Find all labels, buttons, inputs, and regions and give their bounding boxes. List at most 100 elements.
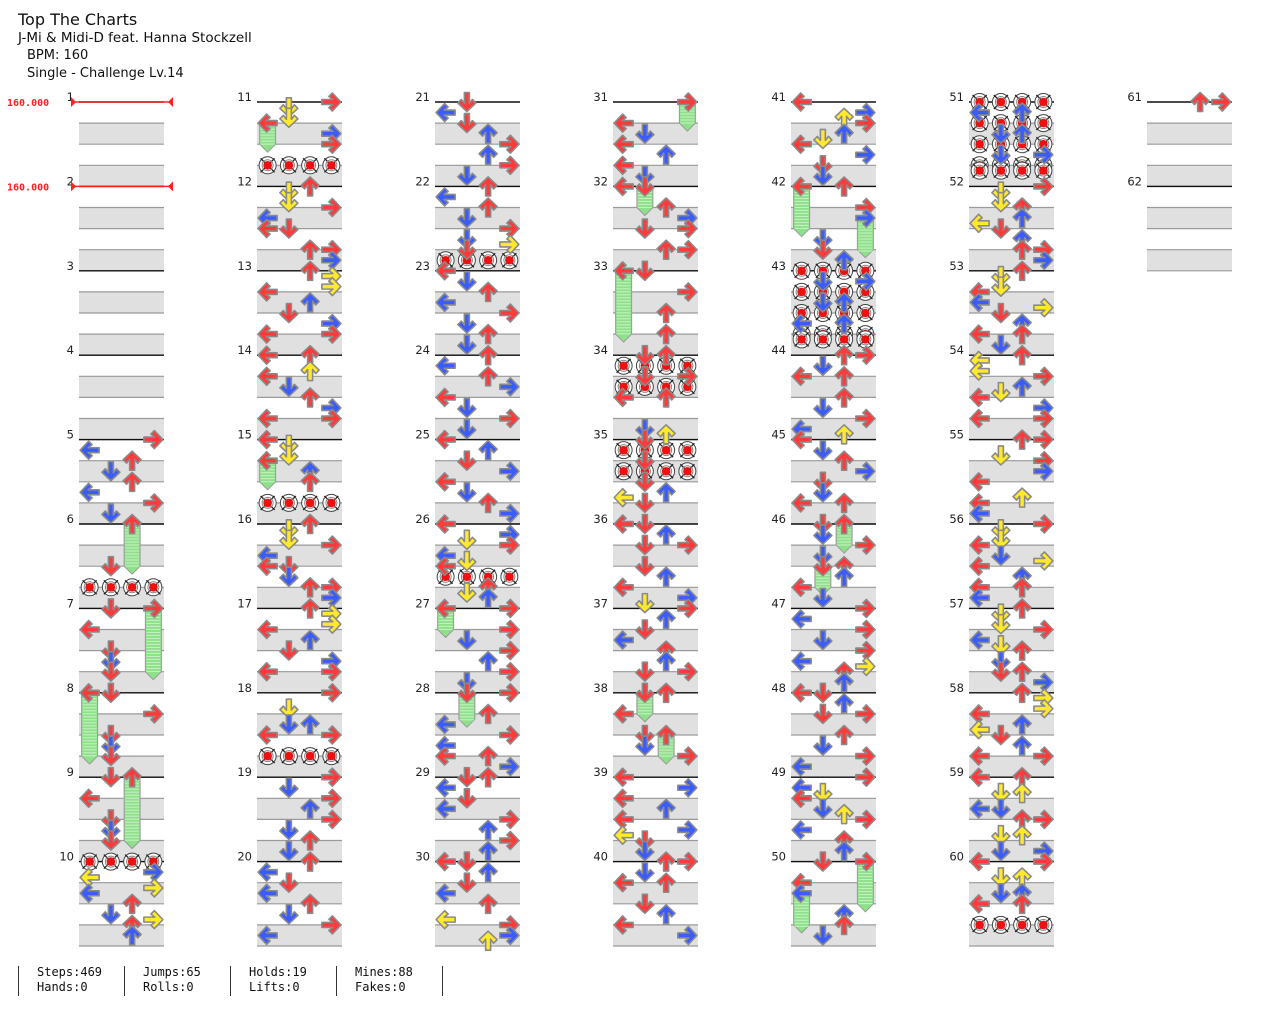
arrow-shape [257, 450, 278, 471]
arrow-shape [499, 155, 520, 176]
left-arrow-icon [257, 366, 278, 387]
arrow-shape [791, 609, 812, 629]
left-arrow-icon [613, 134, 634, 154]
right-arrow-icon [677, 92, 698, 112]
down-arrow-icon [279, 555, 299, 577]
down-arrow-icon [279, 777, 299, 799]
down-arrow-icon [457, 529, 477, 551]
arrow-shape [635, 513, 655, 535]
down-arrow-icon [813, 925, 833, 946]
arrow-shape [457, 334, 477, 355]
beat-band [1147, 165, 1232, 187]
beat-band [969, 798, 1054, 820]
down-arrow-icon [101, 830, 121, 851]
left-arrow-icon [969, 324, 990, 344]
arrow-shape [435, 777, 456, 798]
arrow-shape [1033, 851, 1054, 872]
down-arrow-icon [101, 819, 121, 841]
arrow-shape [677, 282, 698, 302]
arrow-shape [1012, 239, 1032, 260]
arrow-shape [991, 191, 1011, 213]
up-arrow-icon [1012, 714, 1032, 735]
left-arrow-icon [791, 429, 812, 450]
down-arrow-icon [813, 228, 833, 250]
mine-icon [614, 462, 633, 481]
right-arrow-icon [855, 704, 876, 724]
arrow-shape [834, 513, 854, 535]
left-arrow-icon [257, 282, 278, 302]
arrow-shape [499, 809, 520, 830]
arrow-shape [969, 292, 990, 313]
right-arrow-icon [855, 640, 876, 661]
arrow-shape [791, 788, 812, 809]
mine-core [327, 751, 336, 761]
mine-core [861, 335, 870, 344]
arrow-shape [279, 218, 299, 239]
arrow-shape [300, 830, 320, 851]
up-arrow-icon [656, 566, 676, 588]
measure-number: 38 [593, 681, 608, 695]
arrow-shape [991, 302, 1011, 324]
arrow-shape [321, 682, 342, 703]
arrow-shape [279, 191, 299, 213]
right-arrow-icon [677, 535, 698, 555]
right-arrow-icon [143, 862, 164, 882]
down-arrow-icon [991, 302, 1011, 324]
down-arrow-icon [101, 745, 121, 767]
arrow-shape [855, 809, 876, 830]
up-arrow-icon [478, 819, 498, 841]
arrow-shape [257, 408, 278, 429]
left-arrow-icon [969, 588, 990, 608]
arrow-shape [969, 630, 990, 650]
beat-band [257, 545, 342, 567]
beat-band [969, 207, 1054, 229]
arrow-shape [321, 197, 342, 218]
right-arrow-icon [499, 725, 520, 745]
down-arrow-icon [635, 123, 655, 144]
down-arrow-icon [457, 91, 477, 113]
arrow-shape [457, 397, 477, 419]
bpm-change-marker: 160.000 [7, 97, 173, 109]
right-arrow-icon [677, 746, 698, 766]
down-arrow-icon [813, 128, 833, 150]
measure-number: 27 [415, 596, 430, 610]
mine-inner-ring [325, 159, 338, 172]
mine-icon [279, 156, 298, 175]
mine-inner-ring [617, 444, 630, 457]
mine-icon [279, 493, 298, 512]
right-arrow-icon [677, 366, 698, 387]
arrow-shape [834, 387, 854, 408]
right-arrow-icon [855, 656, 876, 677]
down-arrow-icon [813, 524, 833, 545]
right-arrow-icon [499, 218, 520, 239]
beat-band [435, 291, 520, 313]
down-arrow-icon [457, 550, 477, 572]
down-arrow-icon [635, 418, 655, 440]
up-arrow-icon [656, 302, 676, 324]
arrow-shape [635, 176, 655, 197]
left-arrow-icon [435, 187, 456, 207]
arrow-shape [613, 767, 634, 788]
measure-number: 42 [771, 174, 786, 188]
mine-core [839, 335, 849, 344]
arrow-shape [1033, 297, 1054, 318]
beat-band [969, 671, 1054, 693]
mine-inner-ring [261, 750, 274, 763]
beat-band [435, 840, 520, 862]
left-arrow-icon [791, 493, 812, 513]
down-arrow-icon [991, 276, 1011, 297]
arrow-shape [656, 323, 676, 345]
up-arrow-icon [478, 344, 498, 366]
measure-number: 47 [771, 596, 786, 610]
mine-core [797, 266, 806, 276]
beat-band [791, 376, 876, 398]
arrow-shape [991, 613, 1011, 635]
arrow-shape [991, 782, 1011, 804]
stat-mines: Mines:88 [355, 965, 413, 979]
up-arrow-icon [834, 387, 854, 408]
arrow-shape [635, 365, 655, 387]
left-arrow-icon [791, 92, 812, 112]
arrow-shape [457, 482, 477, 503]
beat-band [435, 460, 520, 482]
arrow-shape [457, 165, 477, 187]
